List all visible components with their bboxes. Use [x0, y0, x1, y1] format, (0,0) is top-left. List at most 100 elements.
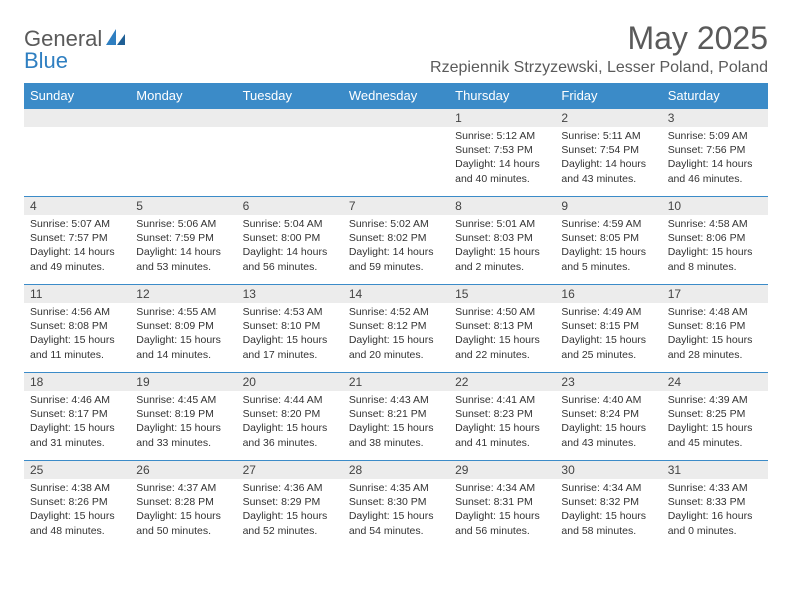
day-content: Sunrise: 4:59 AMSunset: 8:05 PMDaylight:…	[555, 215, 661, 278]
week-row: 18Sunrise: 4:46 AMSunset: 8:17 PMDayligh…	[24, 373, 768, 461]
day-number: 14	[343, 285, 449, 303]
day-content: Sunrise: 4:33 AMSunset: 8:33 PMDaylight:…	[662, 479, 768, 542]
week-row: 1Sunrise: 5:12 AMSunset: 7:53 PMDaylight…	[24, 109, 768, 197]
month-title: May 2025	[430, 20, 768, 57]
day-cell: 16Sunrise: 4:49 AMSunset: 8:15 PMDayligh…	[555, 285, 661, 373]
day-content: Sunrise: 4:41 AMSunset: 8:23 PMDaylight:…	[449, 391, 555, 454]
day-number: 18	[24, 373, 130, 391]
day-number: 31	[662, 461, 768, 479]
day-number: 5	[130, 197, 236, 215]
day-content: Sunrise: 5:09 AMSunset: 7:56 PMDaylight:…	[662, 127, 768, 190]
week-row: 11Sunrise: 4:56 AMSunset: 8:08 PMDayligh…	[24, 285, 768, 373]
day-cell: 22Sunrise: 4:41 AMSunset: 8:23 PMDayligh…	[449, 373, 555, 461]
day-cell: 25Sunrise: 4:38 AMSunset: 8:26 PMDayligh…	[24, 461, 130, 549]
day-content: Sunrise: 5:04 AMSunset: 8:00 PMDaylight:…	[237, 215, 343, 278]
day-content: Sunrise: 4:55 AMSunset: 8:09 PMDaylight:…	[130, 303, 236, 366]
day-cell: 21Sunrise: 4:43 AMSunset: 8:21 PMDayligh…	[343, 373, 449, 461]
day-content: Sunrise: 5:07 AMSunset: 7:57 PMDaylight:…	[24, 215, 130, 278]
weekday-header: Wednesday	[343, 83, 449, 109]
day-number: 17	[662, 285, 768, 303]
day-content: Sunrise: 4:49 AMSunset: 8:15 PMDaylight:…	[555, 303, 661, 366]
day-number: 3	[662, 109, 768, 127]
day-content: Sunrise: 4:36 AMSunset: 8:29 PMDaylight:…	[237, 479, 343, 542]
day-content: Sunrise: 4:46 AMSunset: 8:17 PMDaylight:…	[24, 391, 130, 454]
day-number: 19	[130, 373, 236, 391]
day-number: 16	[555, 285, 661, 303]
day-cell: 2Sunrise: 5:11 AMSunset: 7:54 PMDaylight…	[555, 109, 661, 197]
day-cell: 10Sunrise: 4:58 AMSunset: 8:06 PMDayligh…	[662, 197, 768, 285]
day-content: Sunrise: 4:34 AMSunset: 8:32 PMDaylight:…	[555, 479, 661, 542]
day-number: 22	[449, 373, 555, 391]
day-content: Sunrise: 5:06 AMSunset: 7:59 PMDaylight:…	[130, 215, 236, 278]
day-cell: 15Sunrise: 4:50 AMSunset: 8:13 PMDayligh…	[449, 285, 555, 373]
day-content: Sunrise: 4:48 AMSunset: 8:16 PMDaylight:…	[662, 303, 768, 366]
day-number-empty	[237, 109, 343, 127]
weekday-header: Tuesday	[237, 83, 343, 109]
day-content: Sunrise: 5:01 AMSunset: 8:03 PMDaylight:…	[449, 215, 555, 278]
day-number: 11	[24, 285, 130, 303]
day-content: Sunrise: 4:50 AMSunset: 8:13 PMDaylight:…	[449, 303, 555, 366]
day-content: Sunrise: 4:52 AMSunset: 8:12 PMDaylight:…	[343, 303, 449, 366]
day-cell: 4Sunrise: 5:07 AMSunset: 7:57 PMDaylight…	[24, 197, 130, 285]
day-number: 23	[555, 373, 661, 391]
day-number: 28	[343, 461, 449, 479]
location-text: Rzepiennik Strzyzewski, Lesser Poland, P…	[430, 59, 768, 77]
day-number: 12	[130, 285, 236, 303]
day-content: Sunrise: 4:39 AMSunset: 8:25 PMDaylight:…	[662, 391, 768, 454]
day-number: 7	[343, 197, 449, 215]
day-cell: 30Sunrise: 4:34 AMSunset: 8:32 PMDayligh…	[555, 461, 661, 549]
title-block: May 2025 Rzepiennik Strzyzewski, Lesser …	[430, 20, 768, 77]
day-cell: 17Sunrise: 4:48 AMSunset: 8:16 PMDayligh…	[662, 285, 768, 373]
calendar-body: 1Sunrise: 5:12 AMSunset: 7:53 PMDaylight…	[24, 109, 768, 549]
day-number: 8	[449, 197, 555, 215]
day-cell: 1Sunrise: 5:12 AMSunset: 7:53 PMDaylight…	[449, 109, 555, 197]
day-content: Sunrise: 4:45 AMSunset: 8:19 PMDaylight:…	[130, 391, 236, 454]
day-cell: 14Sunrise: 4:52 AMSunset: 8:12 PMDayligh…	[343, 285, 449, 373]
day-cell: 13Sunrise: 4:53 AMSunset: 8:10 PMDayligh…	[237, 285, 343, 373]
day-number: 6	[237, 197, 343, 215]
day-number-empty	[130, 109, 236, 127]
header: General May 2025 Rzepiennik Strzyzewski,…	[24, 20, 768, 77]
weekday-header: Sunday	[24, 83, 130, 109]
day-cell: 9Sunrise: 4:59 AMSunset: 8:05 PMDaylight…	[555, 197, 661, 285]
day-cell: 31Sunrise: 4:33 AMSunset: 8:33 PMDayligh…	[662, 461, 768, 549]
day-cell: 11Sunrise: 4:56 AMSunset: 8:08 PMDayligh…	[24, 285, 130, 373]
day-content: Sunrise: 4:43 AMSunset: 8:21 PMDaylight:…	[343, 391, 449, 454]
day-cell	[343, 109, 449, 197]
day-number: 21	[343, 373, 449, 391]
day-cell: 12Sunrise: 4:55 AMSunset: 8:09 PMDayligh…	[130, 285, 236, 373]
calendar-table: Sunday Monday Tuesday Wednesday Thursday…	[24, 83, 768, 549]
day-content: Sunrise: 4:40 AMSunset: 8:24 PMDaylight:…	[555, 391, 661, 454]
day-number: 9	[555, 197, 661, 215]
day-content: Sunrise: 4:37 AMSunset: 8:28 PMDaylight:…	[130, 479, 236, 542]
day-number: 13	[237, 285, 343, 303]
day-cell: 27Sunrise: 4:36 AMSunset: 8:29 PMDayligh…	[237, 461, 343, 549]
weekday-header-row: Sunday Monday Tuesday Wednesday Thursday…	[24, 83, 768, 109]
logo-sail-icon	[104, 27, 128, 52]
day-content: Sunrise: 4:38 AMSunset: 8:26 PMDaylight:…	[24, 479, 130, 542]
day-number: 20	[237, 373, 343, 391]
day-content: Sunrise: 5:12 AMSunset: 7:53 PMDaylight:…	[449, 127, 555, 190]
day-cell	[237, 109, 343, 197]
day-number-empty	[343, 109, 449, 127]
day-cell: 18Sunrise: 4:46 AMSunset: 8:17 PMDayligh…	[24, 373, 130, 461]
day-number: 1	[449, 109, 555, 127]
day-number: 2	[555, 109, 661, 127]
day-number: 29	[449, 461, 555, 479]
day-number: 26	[130, 461, 236, 479]
day-cell: 5Sunrise: 5:06 AMSunset: 7:59 PMDaylight…	[130, 197, 236, 285]
day-cell	[130, 109, 236, 197]
day-cell: 29Sunrise: 4:34 AMSunset: 8:31 PMDayligh…	[449, 461, 555, 549]
day-number: 24	[662, 373, 768, 391]
day-cell: 28Sunrise: 4:35 AMSunset: 8:30 PMDayligh…	[343, 461, 449, 549]
day-content: Sunrise: 4:58 AMSunset: 8:06 PMDaylight:…	[662, 215, 768, 278]
week-row: 25Sunrise: 4:38 AMSunset: 8:26 PMDayligh…	[24, 461, 768, 549]
day-number: 30	[555, 461, 661, 479]
day-content: Sunrise: 4:56 AMSunset: 8:08 PMDaylight:…	[24, 303, 130, 366]
weekday-header: Thursday	[449, 83, 555, 109]
day-cell: 20Sunrise: 4:44 AMSunset: 8:20 PMDayligh…	[237, 373, 343, 461]
day-cell: 7Sunrise: 5:02 AMSunset: 8:02 PMDaylight…	[343, 197, 449, 285]
day-content: Sunrise: 4:44 AMSunset: 8:20 PMDaylight:…	[237, 391, 343, 454]
day-content: Sunrise: 4:35 AMSunset: 8:30 PMDaylight:…	[343, 479, 449, 542]
day-cell: 6Sunrise: 5:04 AMSunset: 8:00 PMDaylight…	[237, 197, 343, 285]
